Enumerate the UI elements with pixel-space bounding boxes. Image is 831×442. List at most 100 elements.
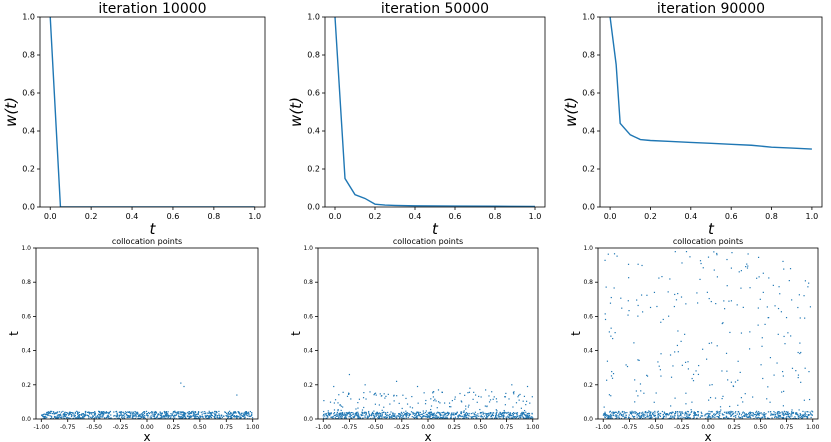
scatter-point [639, 415, 641, 417]
scatter-point [208, 417, 210, 419]
scatter-point [127, 411, 129, 413]
scatter-point [747, 265, 749, 267]
scatter-point [49, 415, 51, 417]
scatter-point [502, 416, 505, 418]
scatter-point [391, 416, 393, 418]
scatter-point [730, 412, 732, 414]
scatter-point [523, 413, 525, 416]
scatter-point [491, 417, 493, 419]
scatter-point [411, 395, 413, 398]
scatter-point [640, 412, 642, 414]
scatter-point [175, 413, 178, 415]
scatter-point [491, 413, 494, 416]
scatter-point [326, 415, 329, 417]
scatter-point [752, 396, 754, 398]
scatter-point [384, 416, 386, 418]
scatter-point [174, 417, 176, 419]
scatter-point [140, 416, 142, 418]
scatter-point [134, 418, 136, 419]
scatter-point [649, 414, 651, 416]
scatter-point [684, 414, 686, 416]
scatter-point [749, 412, 752, 415]
scatter-point [468, 391, 471, 393]
scatter-point [356, 414, 358, 417]
scatter-point [335, 415, 337, 418]
scatter-point [488, 395, 490, 397]
scatter-point [651, 416, 653, 419]
x-tick-label: 0.8 [207, 212, 220, 221]
scatter-point [122, 417, 124, 419]
scatter-point [325, 414, 327, 416]
scatter-point [214, 410, 216, 412]
scatter-point [371, 414, 373, 417]
scatter-point [699, 278, 701, 281]
scatter-point [201, 415, 203, 417]
scatter-point [757, 413, 759, 415]
scatter-point [433, 416, 435, 418]
scatter-point [485, 417, 487, 419]
scatter-point [350, 414, 352, 417]
scatter-point [463, 414, 465, 416]
x-axis-label: t [708, 220, 715, 238]
scatter-point [92, 415, 94, 417]
scatter-point [430, 405, 433, 407]
scatter-point [514, 412, 516, 415]
scatter-point [800, 351, 802, 354]
scatter-point [730, 267, 732, 269]
scatter-point [776, 417, 778, 419]
scatter-point [443, 417, 445, 419]
scatter-point [718, 416, 720, 418]
scatter-point [480, 416, 483, 418]
scatter-point [670, 412, 672, 414]
scatter-point [808, 398, 811, 401]
scatter-point [802, 410, 804, 413]
scatter-point [411, 407, 414, 409]
scatter-point [724, 308, 726, 310]
scatter-point [653, 415, 655, 417]
scatter-point [53, 412, 55, 414]
scatter-point [48, 412, 50, 414]
scatter-point [430, 412, 433, 414]
scatter-point [344, 416, 346, 418]
scatter-point [435, 415, 437, 417]
x-tick-label: 0.00 [421, 424, 435, 431]
y-axis-label: t [7, 331, 21, 336]
scatter-point [627, 300, 629, 302]
scatter-point [696, 292, 698, 294]
scatter-point [808, 414, 811, 416]
scatter-point [323, 413, 325, 416]
scatter-point [786, 417, 788, 419]
scatter-point [699, 416, 701, 419]
scatter-point [791, 299, 793, 301]
scatter-point [423, 412, 425, 415]
scatter-point [400, 412, 403, 414]
scatter-point [67, 413, 69, 415]
scatter-point [352, 412, 354, 414]
scatter-point [249, 410, 251, 413]
scatter-point [137, 414, 140, 416]
x-tick-label: 1.0 [529, 212, 542, 221]
scatter-point [782, 417, 784, 419]
scatter-point [720, 409, 722, 411]
scatter-point [214, 413, 216, 415]
scatter-point [473, 391, 475, 393]
scatter-point [699, 260, 702, 262]
scatter-point [197, 413, 199, 415]
scatter-point [68, 411, 71, 413]
scatter-point [475, 417, 477, 419]
scatter-point [486, 412, 488, 415]
scatter-point [95, 416, 97, 418]
scatter-point [191, 415, 193, 417]
scatter-point [164, 412, 166, 414]
scatter-point [212, 412, 214, 414]
scatter-point [608, 416, 610, 418]
scatter-point [448, 402, 451, 404]
series-line [609, 17, 812, 150]
scatter-point [211, 415, 213, 417]
scatter-point [194, 411, 196, 413]
scatter-point [385, 415, 388, 417]
scatter-point [172, 411, 175, 413]
scatter-point [662, 416, 665, 418]
scatter-point [236, 415, 238, 417]
scatter-point [345, 412, 347, 414]
